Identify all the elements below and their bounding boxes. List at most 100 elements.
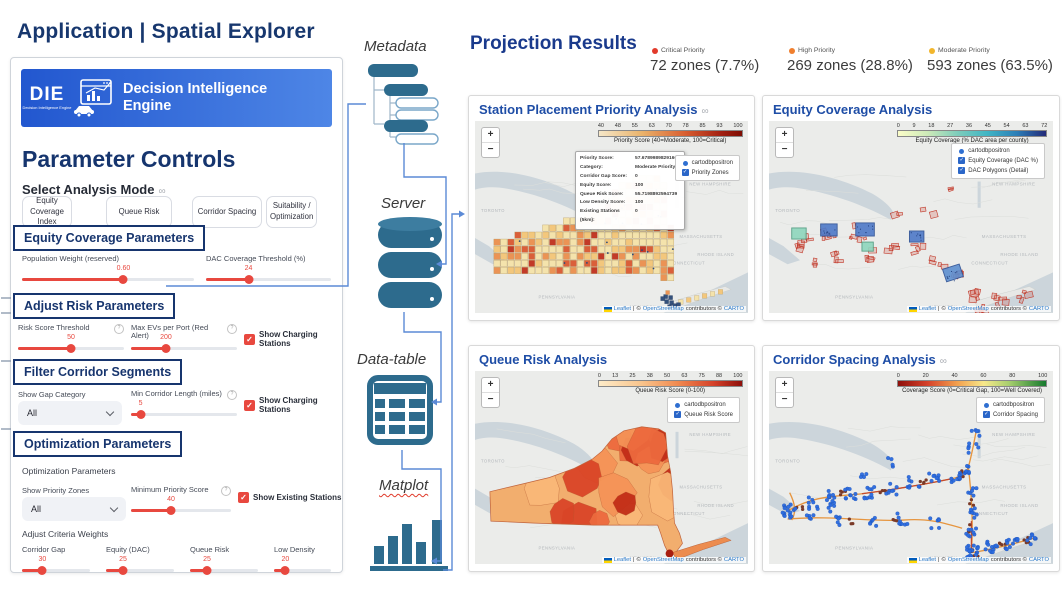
legend-row[interactable]: cartodbpositron (983, 402, 1038, 408)
help-icon[interactable]: ? (227, 390, 237, 400)
leaflet-link[interactable]: Leaflet (918, 306, 936, 312)
osm-link[interactable]: OpenStreetMap (947, 306, 989, 312)
risk-score-threshold-slider[interactable]: Risk Score Threshold? 50 (18, 323, 124, 354)
slider-thumb[interactable] (118, 566, 128, 575)
corridor-gap-weight-slider[interactable]: Corridor Gap 30 (22, 545, 90, 576)
osm-link[interactable]: OpenStreetMap (947, 557, 989, 563)
dac-coverage-threshold-slider[interactable]: DAC Coverage Threshold (%) 24 (206, 254, 331, 285)
help-icon[interactable]: ? (227, 324, 237, 334)
analysis-mode-button[interactable]: Equity Coverage Index (22, 196, 72, 228)
colorbar-ticks: 0 9 18 27 36 45 54 63 72 (897, 123, 1048, 129)
show-existing-stations-checkbox[interactable]: Show Existing Stations (238, 492, 341, 503)
slider-thumb[interactable] (166, 506, 176, 515)
slider-track[interactable] (22, 566, 90, 575)
legend-icon (958, 167, 966, 175)
map-panel: Equity Coverage Analysis TORONTO PENNSYLV… (762, 95, 1060, 321)
slider-track[interactable] (22, 275, 194, 284)
slider-track[interactable] (131, 344, 237, 353)
slider-track[interactable] (131, 410, 237, 419)
leaflet-link[interactable]: Leaflet (613, 557, 631, 563)
slider-thumb[interactable] (244, 275, 253, 284)
show-charging-stations-checkbox-2[interactable]: Show Charging Stations (244, 396, 342, 414)
osm-link[interactable]: OpenStreetMap (642, 557, 684, 563)
colorbar-tick: 72 (1041, 123, 1048, 130)
leaflet-link[interactable]: Leaflet (918, 557, 936, 563)
show-charging-stations-checkbox[interactable]: Show Charging Stations (244, 330, 342, 348)
slider-thumb[interactable] (161, 344, 171, 353)
legend-row[interactable]: Corridor Spacing (982, 411, 1038, 419)
slider-track[interactable] (206, 275, 331, 284)
zoom-out-button[interactable]: − (487, 144, 494, 156)
zoom-out-button[interactable]: − (781, 394, 788, 406)
colorbar-tick: 85 (699, 123, 706, 130)
slider-track[interactable] (18, 344, 124, 353)
slider-track[interactable] (274, 566, 331, 575)
osm-link[interactable]: OpenStreetMap (642, 306, 684, 312)
slider-track[interactable] (190, 566, 258, 575)
map-attribution: Leaflet | © OpenStreetMap contributors ©… (601, 306, 746, 312)
queue-risk-weight-slider[interactable]: Queue Risk 25 (190, 545, 258, 576)
zoom-in-button[interactable]: + (482, 378, 499, 394)
analysis-mode-button[interactable]: Suitability / Optimization (266, 196, 318, 228)
zoom-in-button[interactable]: + (776, 128, 793, 144)
legend-row[interactable]: Queue Risk Score (674, 411, 733, 419)
zoom-in-button[interactable]: + (776, 378, 793, 394)
max-evs-per-port-slider[interactable]: Max EVs per Port (Red Alert)? 200 (131, 323, 237, 354)
priority-zones-dropdown[interactable]: All (22, 497, 126, 521)
slider-thumb[interactable] (66, 344, 76, 353)
slider-thumb[interactable] (118, 275, 128, 284)
help-icon[interactable]: ? (221, 486, 231, 496)
leaflet-link[interactable]: Leaflet (613, 306, 631, 312)
svg-text:CONNECTICUT: CONNECTICUT (971, 511, 1008, 516)
colorbar-tick: 80 (1009, 373, 1016, 380)
legend-row[interactable]: Equity Coverage (DAC %) (958, 157, 1038, 165)
legend-icon (681, 169, 689, 177)
help-icon[interactable]: ? (114, 324, 124, 334)
carto-link[interactable]: CARTO (1028, 306, 1049, 312)
svg-text:PENNSYLVANIA: PENNSYLVANIA (835, 546, 873, 551)
carto-link[interactable]: CARTO (1028, 557, 1049, 563)
legend-row[interactable]: cartodbpositron (682, 160, 733, 166)
carto-link[interactable]: CARTO (723, 557, 744, 563)
page-title: Application | Spatial Explorer (17, 20, 315, 44)
equity-dac-weight-slider[interactable]: Equity (DAC) 25 (106, 545, 174, 576)
slider-thumb[interactable] (202, 566, 212, 575)
carto-link[interactable]: CARTO (723, 306, 744, 312)
analysis-mode-button[interactable]: Corridor Spacing (192, 196, 262, 228)
legend-row[interactable]: cartodbpositron (958, 148, 1038, 154)
legend-label: cartodbpositron (684, 402, 726, 409)
page-title-separator: | (139, 20, 146, 43)
colorbar-caption: Coverage Score (0=Critical Gap, 100=Well… (902, 388, 1043, 395)
priority-stat: Moderate Priority 593 zones (63.5%) (927, 47, 1053, 74)
app-banner: DIE Decision Intelligence Engine Decisio… (21, 69, 332, 127)
low-density-weight-slider[interactable]: Low Density 20 (274, 545, 331, 576)
legend-row[interactable]: Priority Zones (681, 169, 733, 177)
minimum-priority-score-slider[interactable]: Minimum Priority Score? 40 (131, 485, 231, 516)
map-layer-legend: cartodbpositron Equity Coverage (DAC %) … (951, 143, 1045, 180)
legend-row[interactable]: DAC Polygons (Detail) (958, 167, 1038, 175)
zoom-in-button[interactable]: + (482, 128, 499, 144)
slider-track[interactable] (106, 566, 174, 575)
colorbar-caption: Equity Coverage (% DAC area per county) (915, 138, 1029, 145)
priority-dot-icon (929, 47, 935, 54)
min-corridor-length-slider[interactable]: Min Corridor Length (miles)? 5 (131, 389, 237, 420)
zoom-out-button[interactable]: − (487, 394, 494, 406)
colorbar-tick: 40 (597, 123, 604, 130)
colorbar-tick: 45 (984, 123, 991, 130)
colorbar-tick: 93 (716, 123, 723, 130)
slider-track[interactable] (131, 506, 231, 515)
slider-thumb[interactable] (280, 566, 290, 575)
population-weight-slider[interactable]: Population Weight (reserved) 0.60 (22, 254, 194, 285)
zoom-out-button[interactable]: − (781, 144, 788, 156)
legend-row[interactable]: cartodbpositron (674, 402, 733, 408)
slider-thumb[interactable] (37, 566, 47, 575)
slider-thumb[interactable] (136, 410, 146, 419)
gap-category-dropdown[interactable]: All (18, 401, 122, 425)
colorbar-tick: 0 (896, 123, 900, 130)
analysis-mode-button[interactable]: Queue Risk (106, 196, 172, 228)
